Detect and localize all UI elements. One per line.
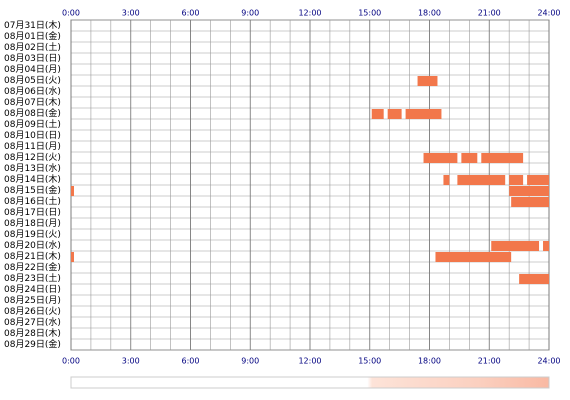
x-tick-label: 24:00 bbox=[537, 9, 560, 18]
activity-bar bbox=[71, 252, 74, 262]
x-tick-label: 15:00 bbox=[358, 9, 381, 18]
summary-bar bbox=[70, 376, 550, 389]
row-label: 08月19日(火) bbox=[4, 229, 61, 240]
activity-bar bbox=[511, 197, 549, 207]
activity-bar bbox=[423, 153, 458, 163]
row-label: 08月07日(木) bbox=[4, 96, 61, 108]
row-label: 08月16日(土) bbox=[4, 195, 61, 207]
row-label: 08月20日(水) bbox=[4, 239, 61, 251]
activity-bar bbox=[443, 175, 450, 185]
x-tick-label: 18:00 bbox=[418, 9, 441, 18]
row-label: 08月05日(火) bbox=[4, 75, 61, 86]
x-tick-label: 12:00 bbox=[298, 9, 321, 18]
activity-bar bbox=[405, 109, 442, 119]
activity-bar bbox=[461, 153, 478, 163]
row-label: 08月21日(木) bbox=[4, 250, 61, 262]
row-label: 08月11日(月) bbox=[4, 141, 61, 152]
x-tick-label: 9:00 bbox=[241, 357, 259, 366]
activity-bar bbox=[491, 241, 540, 251]
x-tick-label: 3:00 bbox=[122, 357, 140, 366]
x-tick-label: 3:00 bbox=[122, 9, 140, 18]
x-tick-label: 0:00 bbox=[62, 357, 80, 366]
activity-bar bbox=[543, 241, 549, 251]
row-label: 08月03日(日) bbox=[4, 53, 61, 64]
row-label: 08月22日(金) bbox=[4, 261, 61, 273]
activity-bar bbox=[387, 109, 402, 119]
activity-bar bbox=[509, 186, 549, 196]
x-tick-label: 6:00 bbox=[182, 357, 200, 366]
x-tick-label: 18:00 bbox=[418, 357, 441, 366]
row-label: 08月14日(木) bbox=[4, 173, 61, 185]
row-label: 08月01日(金) bbox=[4, 30, 61, 42]
row-label: 08月10日(日) bbox=[4, 130, 61, 141]
row-label: 08月17日(日) bbox=[4, 207, 61, 218]
activity-bar bbox=[371, 109, 384, 119]
activity-bar bbox=[457, 175, 506, 185]
row-label: 08月09日(土) bbox=[4, 118, 61, 130]
activity-bar bbox=[519, 274, 549, 284]
row-label: 08月06日(水) bbox=[4, 85, 61, 97]
x-tick-label: 0:00 bbox=[62, 9, 80, 18]
activity-bar bbox=[527, 175, 549, 185]
row-label: 08月04日(月) bbox=[4, 64, 61, 75]
activity-bar bbox=[435, 252, 512, 262]
activity-bar bbox=[509, 175, 524, 185]
row-label: 08月23日(土) bbox=[4, 272, 61, 284]
activity-bar bbox=[481, 153, 524, 163]
activity-bar bbox=[71, 186, 74, 196]
x-tick-label: 9:00 bbox=[241, 9, 259, 18]
x-tick-label: 12:00 bbox=[298, 357, 321, 366]
row-label: 08月12日(火) bbox=[4, 152, 61, 163]
row-label: 08月15日(金) bbox=[4, 184, 61, 196]
row-label: 08月28日(木) bbox=[4, 327, 61, 339]
x-tick-label: 21:00 bbox=[478, 357, 501, 366]
x-tick-label: 15:00 bbox=[358, 357, 381, 366]
row-label: 08月13日(水) bbox=[4, 162, 61, 174]
row-label: 07月31日(木) bbox=[4, 19, 61, 31]
row-label: 08月18日(月) bbox=[4, 218, 61, 229]
row-label: 08月26日(火) bbox=[4, 306, 61, 317]
row-label: 08月02日(土) bbox=[4, 41, 61, 53]
x-tick-label: 6:00 bbox=[182, 9, 200, 18]
x-tick-label: 21:00 bbox=[478, 9, 501, 18]
row-label: 08月27日(水) bbox=[4, 316, 61, 328]
x-tick-label: 24:00 bbox=[537, 357, 560, 366]
row-label: 08月25日(月) bbox=[4, 295, 61, 306]
row-label: 08月29日(金) bbox=[4, 338, 61, 350]
row-label: 08月24日(日) bbox=[4, 284, 61, 295]
row-label: 08月08日(金) bbox=[4, 107, 61, 119]
activity-bar bbox=[417, 76, 438, 86]
